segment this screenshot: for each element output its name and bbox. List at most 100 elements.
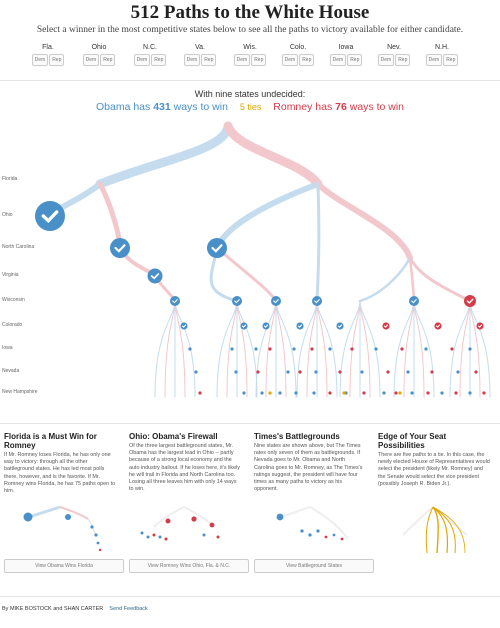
obama-leaf[interactable]	[440, 391, 444, 395]
obama-leaf[interactable]	[312, 391, 316, 395]
mini-branch	[59, 506, 89, 520]
obama-leaf[interactable]	[278, 391, 282, 395]
rep-button[interactable]: Rep	[100, 54, 116, 66]
check-icon	[466, 298, 474, 304]
tie-leaf[interactable]	[342, 391, 346, 395]
tie-leaf[interactable]	[268, 391, 272, 395]
obama-win-node[interactable]	[110, 238, 130, 258]
obama-leaf[interactable]	[382, 391, 386, 395]
obama-win-node[interactable]	[35, 201, 65, 231]
obama-leaf[interactable]	[292, 347, 296, 351]
romney-leaf[interactable]	[338, 370, 342, 374]
obama-leaf[interactable]	[410, 391, 414, 395]
rep-button[interactable]: Rep	[151, 54, 167, 66]
send-feedback-link[interactable]: Send Feedback	[109, 606, 148, 612]
obama-leaf[interactable]	[260, 391, 264, 395]
obama-leaf[interactable]	[230, 347, 234, 351]
romney-leaf[interactable]	[268, 347, 272, 351]
obama-leaf[interactable]	[194, 370, 198, 374]
rep-button[interactable]: Rep	[443, 54, 459, 66]
panel-title: Times's Battlegrounds	[254, 432, 340, 441]
obama-leaf[interactable]	[328, 347, 332, 351]
mini-win-dot	[94, 533, 98, 537]
check-icon	[411, 299, 417, 304]
romney-leaf[interactable]	[298, 370, 302, 374]
rep-button[interactable]: Rep	[347, 54, 363, 66]
view-obama-wins-florida-button[interactable]: View Obama Wins Florida	[4, 559, 124, 573]
leaf-branch	[174, 300, 186, 398]
romney-leaf[interactable]	[474, 370, 478, 374]
obama-win-node[interactable]	[147, 268, 163, 284]
paths-tree[interactable]	[0, 118, 500, 408]
battleground-mini-tree	[276, 506, 349, 541]
romney-leaf[interactable]	[362, 391, 366, 395]
rep-button[interactable]: Rep	[251, 54, 267, 66]
romney-leaf[interactable]	[198, 391, 202, 395]
leaf-branch	[164, 300, 176, 398]
check-icon	[383, 324, 389, 328]
romney-leaf[interactable]	[482, 391, 486, 395]
obama-leaf[interactable]	[234, 370, 238, 374]
mini-win-dot	[202, 533, 206, 537]
rep-button[interactable]: Rep	[49, 54, 65, 66]
romney-leaf[interactable]	[386, 370, 390, 374]
romney-leaf[interactable]	[400, 347, 404, 351]
view-battleground-states-button[interactable]: View Battleground States	[254, 559, 374, 573]
obama-leaf[interactable]	[360, 370, 364, 374]
mini-win-dot	[140, 531, 144, 535]
branch	[215, 246, 278, 303]
mini-win-dot	[324, 535, 328, 539]
obama-leaf[interactable]	[254, 347, 258, 351]
obama-leaf[interactable]	[314, 370, 318, 374]
state-name: Wis.	[243, 44, 257, 51]
obama-leaf[interactable]	[374, 347, 378, 351]
obama-leaf[interactable]	[406, 370, 410, 374]
obama-count: 431	[153, 101, 171, 113]
obama-win-node[interactable]	[409, 296, 419, 306]
rep-button[interactable]: Rep	[201, 54, 217, 66]
romney-leaf[interactable]	[328, 391, 332, 395]
state-va: Va. Dem Rep	[180, 44, 220, 66]
check-icon	[337, 324, 343, 328]
romney-leaf[interactable]	[426, 391, 430, 395]
leaf-branch	[236, 300, 248, 398]
dem-button[interactable]: Dem	[183, 54, 201, 66]
obama-leaf[interactable]	[188, 347, 192, 351]
romney-leaf[interactable]	[256, 370, 260, 374]
obama-leaf[interactable]	[294, 391, 298, 395]
state-nev: Nev. Dem Rep	[374, 44, 414, 66]
dem-button[interactable]: Dem	[281, 54, 299, 66]
romney-leaf[interactable]	[450, 347, 454, 351]
obama-win-node[interactable]	[207, 238, 227, 258]
dem-button[interactable]: Dem	[329, 54, 347, 66]
obama-leaf[interactable]	[424, 347, 428, 351]
dem-button[interactable]: Dem	[233, 54, 251, 66]
dem-button[interactable]: Dem	[31, 54, 49, 66]
romney-leaf[interactable]	[454, 391, 458, 395]
rep-button[interactable]: Rep	[299, 54, 315, 66]
dem-button[interactable]: Dem	[377, 54, 395, 66]
romney-leaf[interactable]	[394, 391, 398, 395]
main-branch-obama	[95, 121, 233, 189]
dem-button[interactable]: Dem	[425, 54, 443, 66]
rep-button[interactable]: Rep	[395, 54, 411, 66]
obama-leaf[interactable]	[468, 347, 472, 351]
obama-leaf[interactable]	[242, 391, 246, 395]
romney-leaf[interactable]	[310, 347, 314, 351]
obama-win-node[interactable]	[232, 296, 242, 306]
leaf-branch	[413, 300, 435, 398]
obama-leaf[interactable]	[286, 370, 290, 374]
tie-leaf[interactable]	[398, 391, 402, 395]
obama-win-node[interactable]	[312, 296, 322, 306]
undecided-text: With nine states undecided:	[194, 89, 306, 99]
romney-leaf[interactable]	[430, 370, 434, 374]
dem-button[interactable]: Dem	[133, 54, 151, 66]
romney-win-node[interactable]	[464, 295, 476, 307]
obama-leaf[interactable]	[468, 391, 472, 395]
romney-leaf[interactable]	[350, 347, 354, 351]
obama-leaf[interactable]	[456, 370, 460, 374]
dem-button[interactable]: Dem	[82, 54, 100, 66]
obama-win-node[interactable]	[170, 296, 180, 306]
view-romney-wins-ohio-button[interactable]: View Romney Wins Ohio, Fla. & N.C.	[129, 559, 249, 573]
obama-win-node[interactable]	[271, 296, 281, 306]
